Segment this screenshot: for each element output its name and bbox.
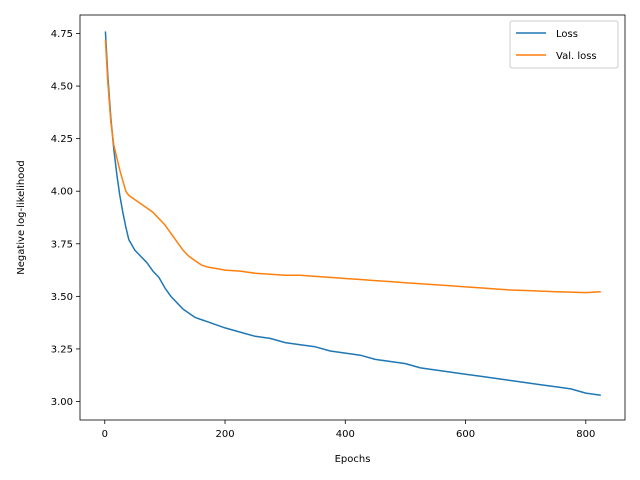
x-tick-label: 600 [456, 429, 475, 440]
y-tick-label: 3.00 [51, 397, 73, 408]
series-line-val-loss [104, 39, 601, 294]
legend-label-loss: Loss [556, 29, 578, 40]
y-tick-label: 3.75 [51, 239, 73, 250]
x-axis: 0 200 400 600 800 [102, 420, 595, 440]
y-tick-label: 4.00 [51, 187, 73, 198]
legend-label-val-loss: Val. loss [556, 51, 597, 62]
y-tick-label: 3.50 [51, 292, 73, 303]
x-tick-label: 0 [102, 429, 108, 440]
y-tick-label: 4.75 [51, 29, 73, 40]
x-tick-label: 800 [576, 429, 595, 440]
series-layer [104, 31, 601, 396]
y-tick-label: 4.25 [51, 134, 73, 145]
plot-area-frame [79, 14, 626, 421]
x-tick-label: 400 [336, 429, 355, 440]
legend: Loss Val. loss [509, 20, 619, 69]
x-axis-label: Epochs [335, 454, 371, 465]
y-axis: 3.00 3.25 3.50 3.75 4.00 4.25 4.50 4.75 [51, 29, 80, 408]
x-tick-label: 200 [215, 429, 234, 440]
y-tick-label: 4.50 [51, 82, 73, 93]
y-tick-label: 3.25 [51, 344, 73, 355]
y-axis-label: Negative log-likelihood [16, 160, 27, 275]
series-line-loss [104, 31, 601, 396]
